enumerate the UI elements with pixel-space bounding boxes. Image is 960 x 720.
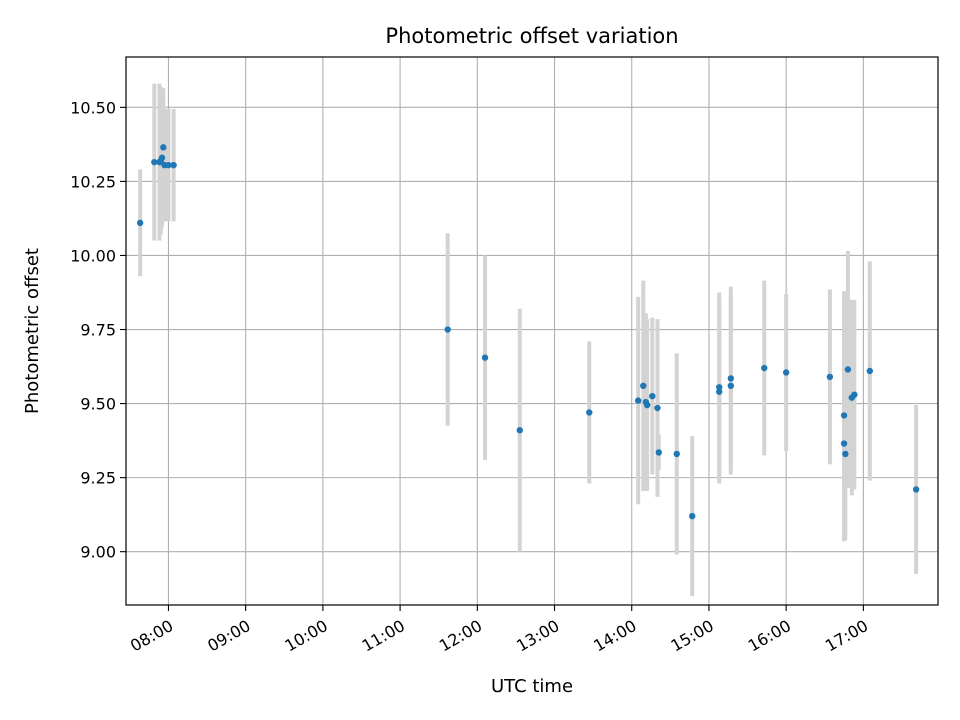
data-point [716,388,723,395]
data-point [444,326,451,333]
y-tick-label: 9.75 [80,321,116,340]
chart-title: Photometric offset variation [385,24,678,48]
y-tick-label: 10.00 [70,246,116,265]
data-point [634,397,642,404]
data-point [912,486,920,493]
data-point [516,427,523,434]
data-point [649,392,656,400]
y-tick-label: 9.25 [80,469,116,488]
data-point [840,440,848,447]
data-points [136,144,920,520]
data-point [866,367,873,375]
data-point [851,391,858,398]
data-point [136,219,144,227]
data-point [716,384,723,391]
data-point [782,369,790,376]
data-point [761,364,768,372]
data-point [151,158,158,166]
data-point [160,144,167,151]
data-point [586,409,593,416]
data-point [842,450,849,458]
y-tick-label: 10.25 [70,172,116,191]
data-point [158,154,166,161]
data-point [655,449,662,456]
y-tick-label: 9.50 [80,395,116,414]
y-axis-label: Photometric offset [22,248,43,414]
data-point [689,512,696,520]
data-point [654,404,661,412]
data-point [727,375,735,382]
grid [126,57,938,605]
y-tick-label: 10.50 [70,98,116,117]
data-point [481,354,489,361]
axes-frame [125,56,939,606]
data-point [727,382,735,389]
x-axis-label: UTC time [491,676,573,697]
data-point [643,401,651,409]
data-point [165,161,172,169]
y-tick-label: 9.00 [80,543,116,562]
data-point [826,373,834,381]
data-point [673,450,680,458]
data-point [170,161,177,169]
data-point [840,412,848,419]
data-point [640,382,647,389]
data-point [844,366,852,373]
